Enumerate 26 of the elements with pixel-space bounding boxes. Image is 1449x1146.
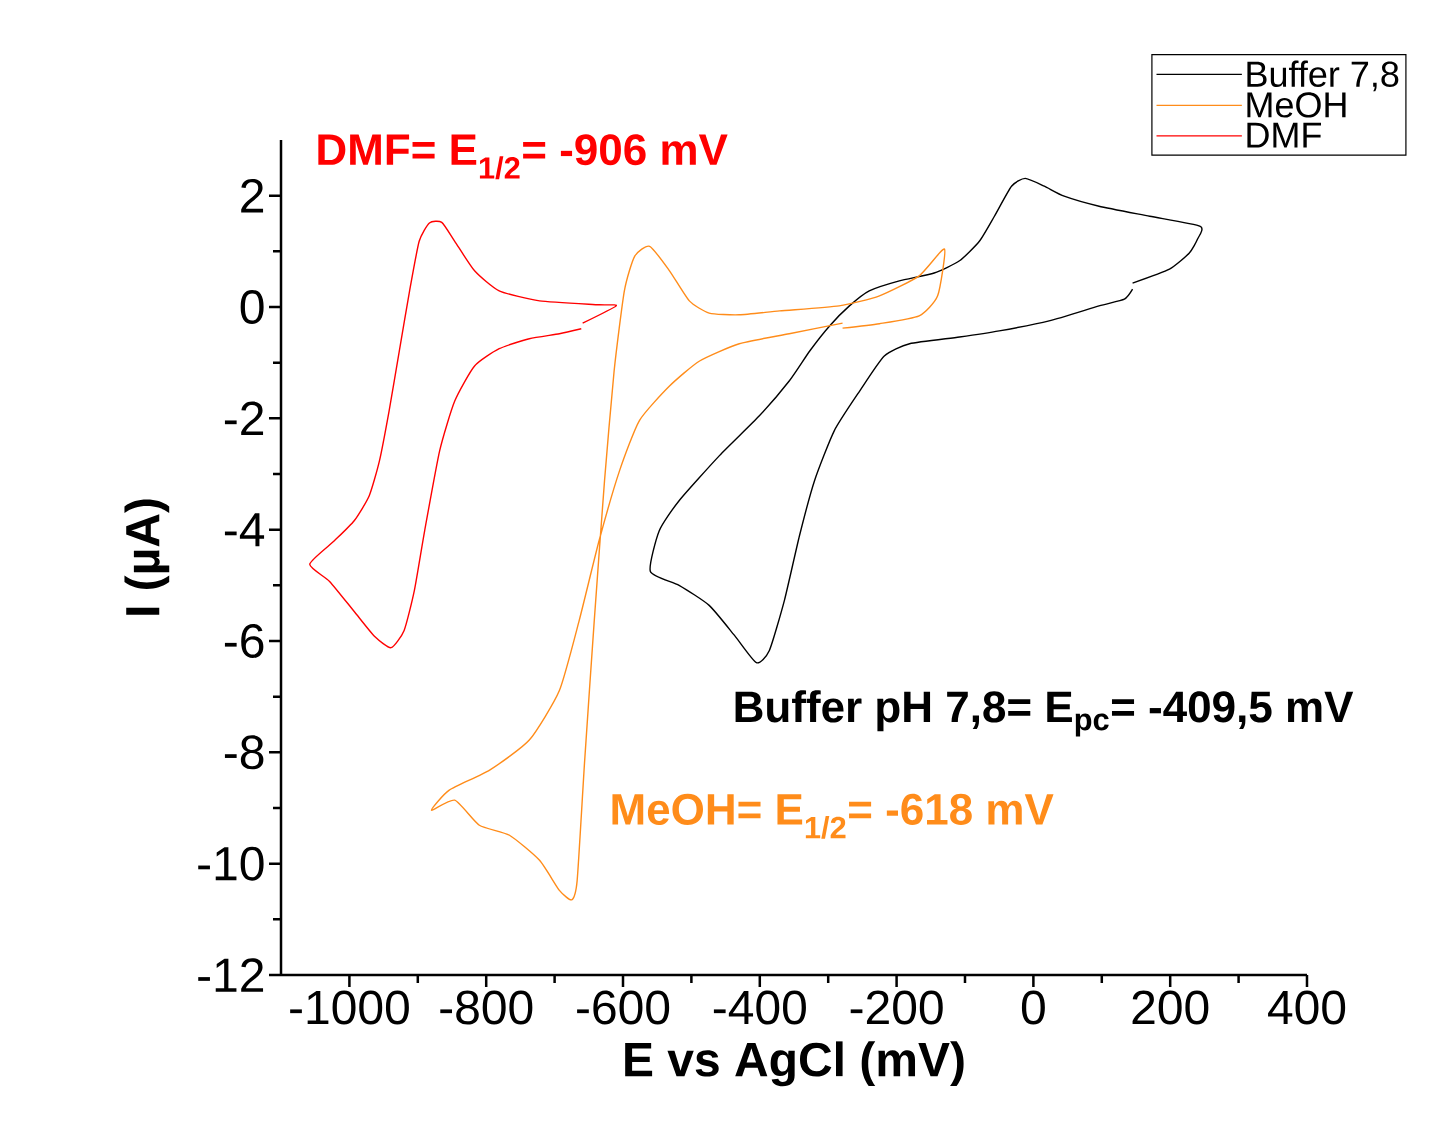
- y-tick-label: -8: [224, 735, 264, 770]
- x-tick-label: -600: [577, 990, 670, 1025]
- line-series: [649, 177, 1201, 664]
- x-tick-label: -1000: [290, 990, 409, 1025]
- x-tick-label: -400: [713, 990, 806, 1025]
- y-tick-label: -6: [224, 624, 264, 658]
- x-tick-label: 400: [1268, 990, 1346, 1025]
- x-tick-label: 200: [1132, 990, 1209, 1025]
- x-tick-label: -200: [850, 990, 943, 1025]
- x-tick-label: 0: [1021, 990, 1045, 1025]
- y-tick-label: 0: [240, 290, 264, 324]
- annotation: DMF= E$_{1/2}$= -906 mV: [318, 134, 728, 180]
- y-tick-label: -4: [224, 513, 265, 547]
- annotation: Buffer pH 7,8= E$_{pc}$= -409,5 mV: [735, 690, 1354, 737]
- line-series: [309, 221, 617, 649]
- x-axis-title: E vs AgCl (mV): [625, 1041, 964, 1087]
- x-tick-label: -800: [440, 990, 533, 1025]
- y-tick-label: -12: [198, 958, 264, 992]
- y-tick-label: 2: [241, 178, 264, 213]
- legend-label: DMF: [1247, 122, 1321, 148]
- y-tick-label: -2: [224, 401, 264, 436]
- legend-label: Buffer 7,8: [1247, 60, 1399, 92]
- legend-label: MeOH: [1247, 92, 1346, 118]
- y-axis-title: I (µA): [124, 499, 170, 615]
- y-tick-label: -10: [198, 846, 264, 881]
- annotation: MeOH= E$_{1/2}$= -618 mV: [612, 793, 1054, 839]
